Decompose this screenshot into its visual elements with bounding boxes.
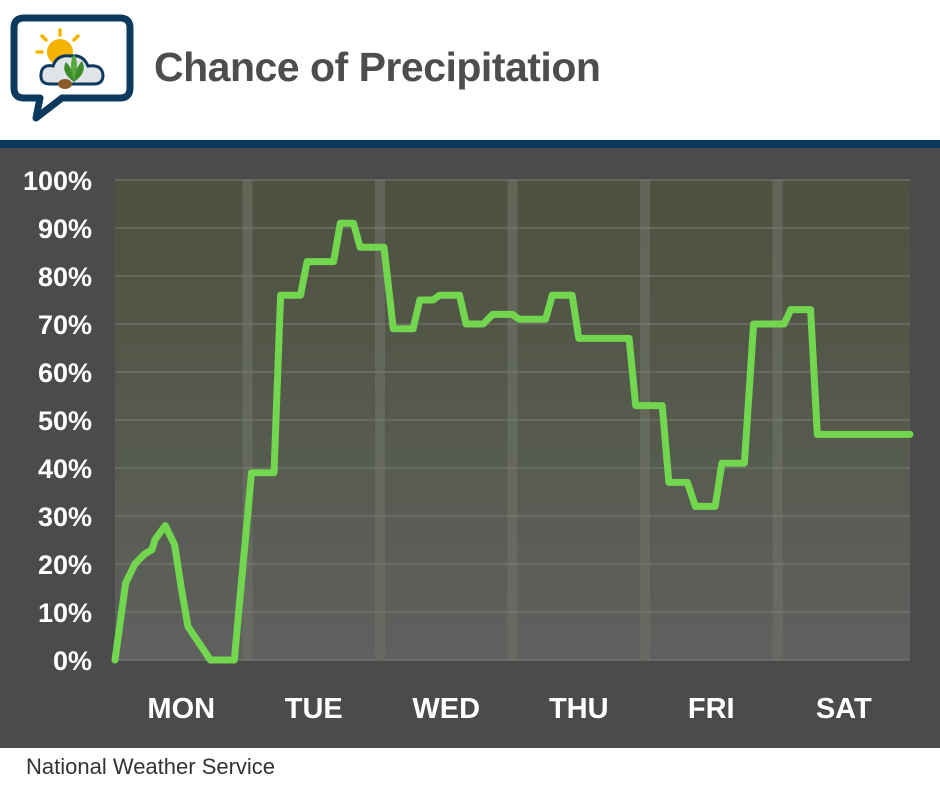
header-divider: [0, 140, 940, 148]
x-tick-label: SAT: [816, 693, 872, 725]
y-tick-label: 40%: [38, 454, 92, 484]
source-credit: National Weather Service: [26, 754, 276, 779]
y-tick-label: 30%: [38, 502, 92, 532]
y-tick-label: 20%: [38, 550, 92, 580]
y-tick-label: 60%: [38, 358, 92, 388]
page-title: Chance of Precipitation: [154, 44, 601, 90]
app-logo: [10, 14, 134, 122]
y-tick-label: 80%: [38, 262, 92, 292]
y-tick-label: 10%: [38, 598, 92, 628]
precipitation-chart: 0% 10% 20% 30% 40% 50% 60% 70% 80% 90% 100% MON TUE…: [23, 166, 914, 725]
y-tick-label: 90%: [38, 214, 92, 244]
leaf-icon: [58, 54, 84, 89]
y-tick-label: 100%: [23, 166, 92, 196]
y-tick-label: 0%: [53, 646, 92, 676]
x-tick-label: TUE: [285, 693, 343, 725]
x-tick-label: FRI: [688, 693, 735, 725]
x-tick-label: WED: [412, 693, 480, 725]
y-tick-label: 50%: [38, 406, 92, 436]
x-tick-label: THU: [549, 693, 609, 725]
series-line: [111, 219, 914, 664]
header: Chance of Precipitation: [0, 0, 940, 140]
x-tick-label: MON: [147, 693, 215, 725]
y-tick-label: 70%: [38, 310, 92, 340]
